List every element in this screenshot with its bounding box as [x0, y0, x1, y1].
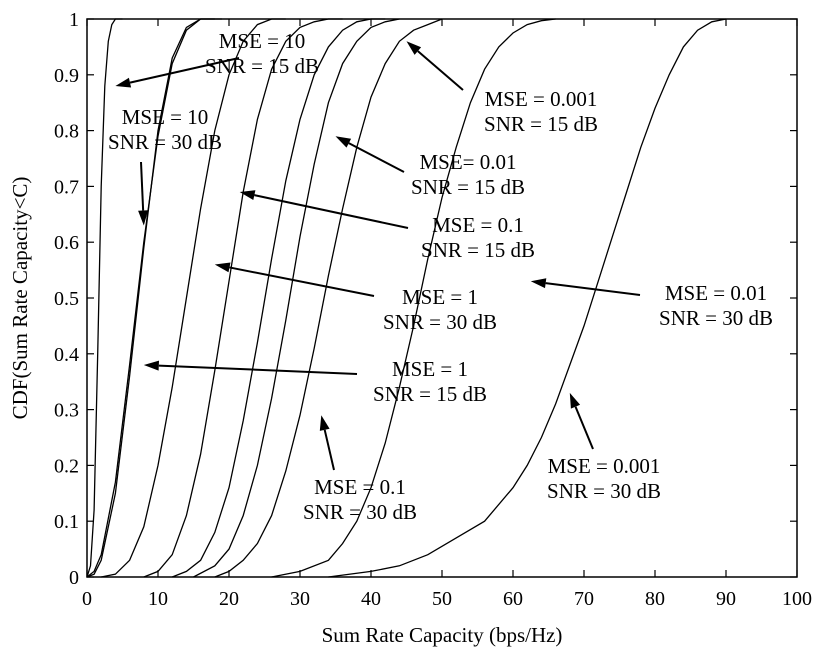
y-tick-label: 0.2 [54, 455, 79, 477]
x-tick-label: 90 [716, 588, 736, 610]
annotation-arrowhead [239, 190, 256, 200]
annotation-snr-label: SNR = 15 dB [411, 175, 525, 199]
ticks-layer: 0 10 20 30 40 50 60 70 80 90 100 0 0.1 0.2 0.3 0.4 0.5 0.… [54, 9, 812, 610]
annotation-snr-label: SNR = 15 dB [373, 382, 487, 406]
series-line-5 [143, 18, 343, 578]
annotation-arrow-line [348, 142, 405, 173]
annotation-mse-label: MSE = 10 [122, 105, 209, 129]
series-line-2 [86, 18, 215, 578]
x-tick-label: 10 [148, 588, 168, 610]
series-line-4 [101, 18, 286, 578]
annotation-arrowhead [569, 392, 581, 409]
annotation-arrow-line [129, 57, 240, 84]
x-tick-label: 80 [645, 588, 665, 610]
annotation-arrowhead [214, 262, 231, 273]
y-axis-label: CDF(Sum Rate Capacity<C) [8, 177, 32, 420]
annotation-snr-label: SNR = 15 dB [484, 112, 598, 136]
curves-layer [86, 18, 727, 578]
y-tick-label: 0 [69, 567, 79, 589]
annotation-mse-label: MSE = 10 [219, 29, 306, 53]
annotation-snr-label: SNR = 30 dB [659, 306, 773, 330]
annotation-mse-label: MSE = 0.001 [548, 454, 661, 478]
y-tick-label: 0.9 [54, 65, 79, 87]
annotation-snr-label: SNR = 15 dB [205, 54, 319, 78]
annotation-arrow-line [254, 194, 409, 229]
x-tick-label: 20 [219, 588, 239, 610]
annotation-arrow-line [140, 161, 145, 211]
annotation-arrow-line [158, 364, 358, 375]
annotation-snr-label: SNR = 30 dB [383, 310, 497, 334]
annotation-arrowhead [115, 77, 132, 88]
annotation-arrowhead [319, 415, 330, 431]
series-line-3 [86, 18, 222, 578]
series-line-1 [86, 18, 123, 578]
annotation-mse-label: MSE = 0.01 [665, 281, 767, 305]
annotation-arrow-line [229, 266, 375, 297]
annotation-snr-label: SNR = 30 dB [547, 479, 661, 503]
x-tick-label: 30 [290, 588, 310, 610]
annotation-arrow-line [574, 406, 594, 450]
y-tick-label: 0.7 [54, 176, 79, 198]
annotation-arrow-line [417, 50, 464, 91]
x-tick-label: 0 [82, 588, 92, 610]
x-axis-label: Sum Rate Capacity (bps/Hz) [322, 623, 563, 647]
annotation-arrowhead [335, 136, 352, 148]
annotation-mse-label: MSE = 0.1 [432, 213, 524, 237]
annotation-arrowhead [143, 360, 159, 371]
y-tick-label: 0.6 [54, 232, 79, 254]
annotation-arrowhead [406, 41, 422, 55]
y-tick-label: 0.5 [54, 288, 79, 310]
annotation-snr-label: SNR = 15 dB [421, 238, 535, 262]
y-tick-label: 0.1 [54, 511, 79, 533]
y-tick-label: 0.8 [54, 121, 79, 143]
y-tick-label: 0.3 [54, 400, 79, 422]
annotation-mse-label: MSE = 0.1 [314, 475, 406, 499]
x-tick-label: 70 [574, 588, 594, 610]
series-line-8 [214, 18, 443, 578]
series-line-10 [328, 18, 727, 578]
annotation-mse-label: MSE = 1 [392, 357, 468, 381]
x-tick-label: 40 [361, 588, 381, 610]
annotation-arrow-line [323, 429, 335, 471]
annotation-mse-label: MSE= 0.01 [419, 150, 516, 174]
x-tick-label: 60 [503, 588, 523, 610]
y-tick-label: 0.4 [54, 344, 79, 366]
y-tick-label: 1 [69, 9, 79, 31]
series-line-6 [171, 18, 386, 578]
annotation-snr-label: SNR = 30 dB [303, 500, 417, 524]
x-tick-label: 50 [432, 588, 452, 610]
annotation-arrow-line [545, 282, 641, 296]
annotation-mse-label: MSE = 0.001 [485, 87, 598, 111]
series-line-7 [193, 18, 400, 578]
annotation-arrowhead [530, 278, 547, 289]
annotation-snr-label: SNR = 30 dB [108, 130, 222, 154]
series-line-9 [271, 18, 556, 578]
annotation-mse-label: MSE = 1 [402, 285, 478, 309]
annotation-arrowhead [138, 210, 149, 226]
x-tick-label: 100 [782, 588, 812, 610]
